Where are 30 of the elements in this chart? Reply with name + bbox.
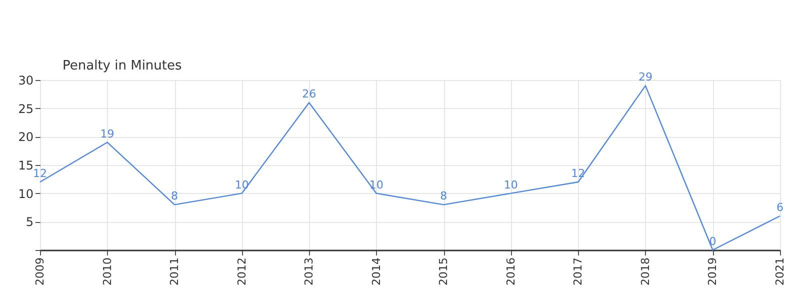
x-tick-label: 2010	[100, 258, 114, 286]
y-tick-label: 10	[18, 186, 34, 201]
x-tick-label: 2019	[706, 258, 720, 286]
data-label: 19	[100, 127, 114, 140]
data-label: 8	[171, 190, 178, 203]
data-label: 10	[504, 178, 518, 192]
x-tick-label: 2012	[235, 258, 248, 286]
data-label: 8	[440, 190, 448, 203]
data-label: 12	[571, 167, 586, 180]
x-tick-label: 2015	[437, 258, 450, 286]
x-tick-label: 2021	[774, 258, 786, 286]
data-label: 12	[33, 167, 47, 180]
data-label: 29	[638, 70, 652, 84]
y-tick-label: 25	[18, 102, 34, 116]
y-tick-label: 15	[18, 158, 34, 172]
x-tick-label: 2011	[168, 258, 182, 286]
y-axis-title: Penalty in Minutes	[62, 58, 182, 74]
x-tick-label: 2018	[638, 258, 652, 286]
data-label: 26	[302, 88, 316, 101]
y-tick-label: 20	[18, 130, 34, 144]
x-tick-label: 2014	[370, 258, 383, 286]
y-tick-label: 5	[26, 215, 34, 230]
x-tick-label: 2016	[504, 258, 518, 286]
data-label: 6	[776, 201, 784, 214]
x-tick-label: 2009	[34, 258, 46, 286]
data-label: 0	[709, 235, 716, 248]
x-tick-label: 2013	[302, 258, 316, 286]
data-label: 10	[369, 178, 384, 192]
x-tick-label: 2017	[572, 258, 585, 286]
y-tick-label: 30	[18, 74, 34, 88]
